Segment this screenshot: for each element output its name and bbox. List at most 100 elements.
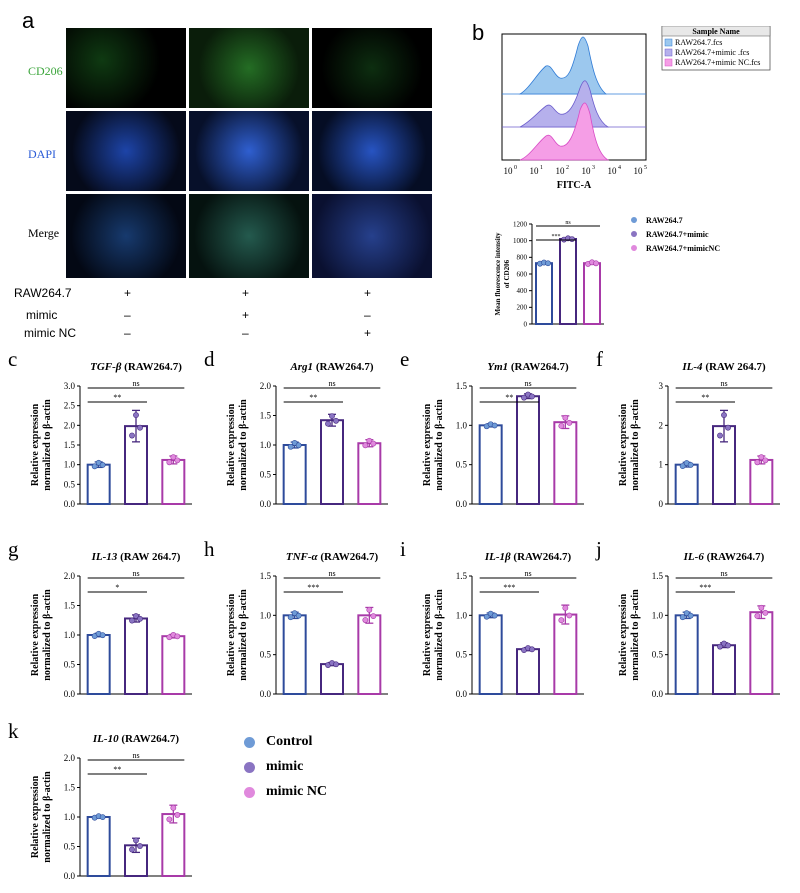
chart-title-gene: IL-13 (91, 551, 118, 563)
chart-title-suffix: (RAW264.7) (508, 361, 569, 373)
y-axis-label-line: Relative expression (30, 593, 41, 676)
y-axis-label: Relative expressionnormalized to β-actin (226, 589, 249, 681)
chart-tnf-alpha: h TNF-α (RAW264.7) Relative expressionnorm… (204, 537, 388, 699)
bar (516, 648, 540, 696)
y-axis-label-line: normalized to β-actin (238, 589, 249, 681)
bar (749, 611, 774, 695)
data-point (362, 442, 369, 449)
y-axis-label-line: normalized to β-actin (42, 399, 53, 491)
bar (553, 421, 578, 505)
data-point (491, 422, 498, 429)
data-point (725, 424, 731, 431)
micrograph-cd206-control (66, 28, 186, 108)
data-point (362, 617, 369, 623)
panel-letter: g (8, 537, 19, 561)
flow-xtick-exponent: 4 (618, 165, 621, 171)
y-axis-label: Relative expressionnormalized to β-actin (618, 399, 641, 491)
data-point (287, 443, 294, 450)
legend-dot-mimic (244, 762, 255, 773)
y-tick-label: 1.5 (64, 783, 76, 793)
data-point (558, 423, 565, 429)
data-point (687, 462, 694, 468)
y-tick-label: 1.0 (64, 630, 76, 640)
row-label-cd206: CD206 (28, 64, 63, 78)
flow-legend-item: RAW264.7+mimic .fcs (675, 48, 749, 57)
treatment-label-mimicnc: mimic NC (24, 326, 76, 340)
flow-legend-item: RAW264.7.fcs (675, 38, 722, 47)
significance-label: ns (132, 751, 139, 760)
data-point (529, 393, 535, 400)
chart-il4: f IL-4 (RAW 264.7) Relative expressionnorm… (596, 347, 780, 509)
bar (583, 262, 601, 325)
micrograph-merge-control (66, 194, 186, 278)
flow-xtick: 10 (608, 166, 618, 176)
significance-label: ** (113, 393, 121, 402)
mfi-legend-item: RAW264.7+mimicNC (646, 244, 720, 253)
mfi-legend: RAW264.7 RAW264.7+mimic RAW264.7+mimicNC (631, 216, 720, 253)
significance-label: ns (565, 220, 571, 226)
y-tick-label: 1000 (513, 237, 528, 245)
y-tick-label: 1.0 (64, 812, 76, 822)
flow-curve-raw (518, 36, 608, 95)
flow-xtick-exponent: 2 (566, 165, 569, 171)
row-label-dapi: DAPI (28, 147, 57, 161)
chart-title: Arg1 (RAW264.7) (289, 361, 373, 373)
chart-title-suffix: (RAW 264.7) (703, 361, 766, 373)
data-point (333, 417, 339, 424)
y-axis-label: Relative expressionnormalized to β-actin (422, 589, 445, 681)
y-tick-label: 1.5 (456, 571, 468, 581)
data-point (758, 454, 765, 461)
y-axis-label-line: Mean fluorescence intensity (494, 232, 502, 316)
data-point (129, 846, 135, 853)
treatment-label-raw: RAW264.7 (14, 286, 72, 300)
data-point (725, 642, 731, 649)
y-tick-label: 1.5 (652, 571, 664, 581)
chart-title-gene: IL-1β (484, 551, 511, 563)
chart-title: IL-1β (RAW264.7) (484, 551, 572, 563)
legend-label-mimicnc: mimic NC (266, 784, 328, 799)
data-point (721, 412, 727, 419)
y-tick-label: 400 (517, 287, 528, 295)
treatment-sign: – (364, 308, 371, 322)
legend-label-control: Control (266, 734, 313, 749)
data-point (287, 614, 294, 621)
chart-title-suffix: (RAW264.7) (511, 551, 572, 563)
y-axis-label: Relative expressionnormalized to β-actin (30, 399, 53, 491)
y-tick-label: 0.5 (260, 650, 272, 660)
y-axis-label: Relative expressionnormalized to β-actin (30, 589, 53, 681)
data-point (717, 432, 723, 439)
treatment-sign: + (242, 308, 250, 322)
chart-title: IL-13 (RAW 264.7) (91, 551, 181, 563)
mfi-bar-chart: Mean fluorescence intensityof CD206 0 200 4… (494, 220, 604, 328)
significance-label: ** (309, 393, 317, 402)
y-axis-label-line: normalized to β-actin (630, 589, 641, 681)
flow-xtick-exponent: 3 (592, 165, 595, 171)
y-tick-label: 3 (659, 381, 664, 391)
microscopy-grid (66, 28, 432, 278)
significance-label: ns (328, 569, 335, 578)
y-tick-label: 1.0 (64, 460, 76, 470)
chart-title-suffix: (RAW264.7) (313, 361, 374, 373)
chart-title: IL-10 (RAW264.7) (92, 733, 180, 745)
y-tick-label: 200 (517, 304, 528, 312)
data-point (295, 442, 302, 449)
chart-title-suffix: (RAW264.7) (119, 733, 180, 745)
y-axis-label-line: normalized to β-actin (42, 589, 53, 681)
data-point (174, 633, 181, 640)
treatment-sign: – (242, 326, 249, 340)
y-tick-label: 2.0 (260, 381, 272, 391)
panel-letter: e (400, 347, 409, 371)
y-tick-label: 0.0 (64, 871, 76, 881)
y-axis-label-line: normalized to β-actin (630, 399, 641, 491)
y-tick-label: 800 (517, 254, 528, 262)
data-point (137, 424, 143, 431)
significance-label: ** (701, 393, 709, 402)
y-tick-label: 1.0 (652, 610, 664, 620)
significance-label: ** (113, 765, 121, 774)
flow-xtick-exponent: 0 (514, 165, 517, 171)
y-tick-label: 1.0 (260, 440, 272, 450)
panel-letter: j (595, 537, 602, 561)
data-point (569, 236, 575, 242)
mfi-legend-item: RAW264.7 (646, 216, 683, 225)
y-axis-label-line: normalized to β-actin (434, 399, 445, 491)
